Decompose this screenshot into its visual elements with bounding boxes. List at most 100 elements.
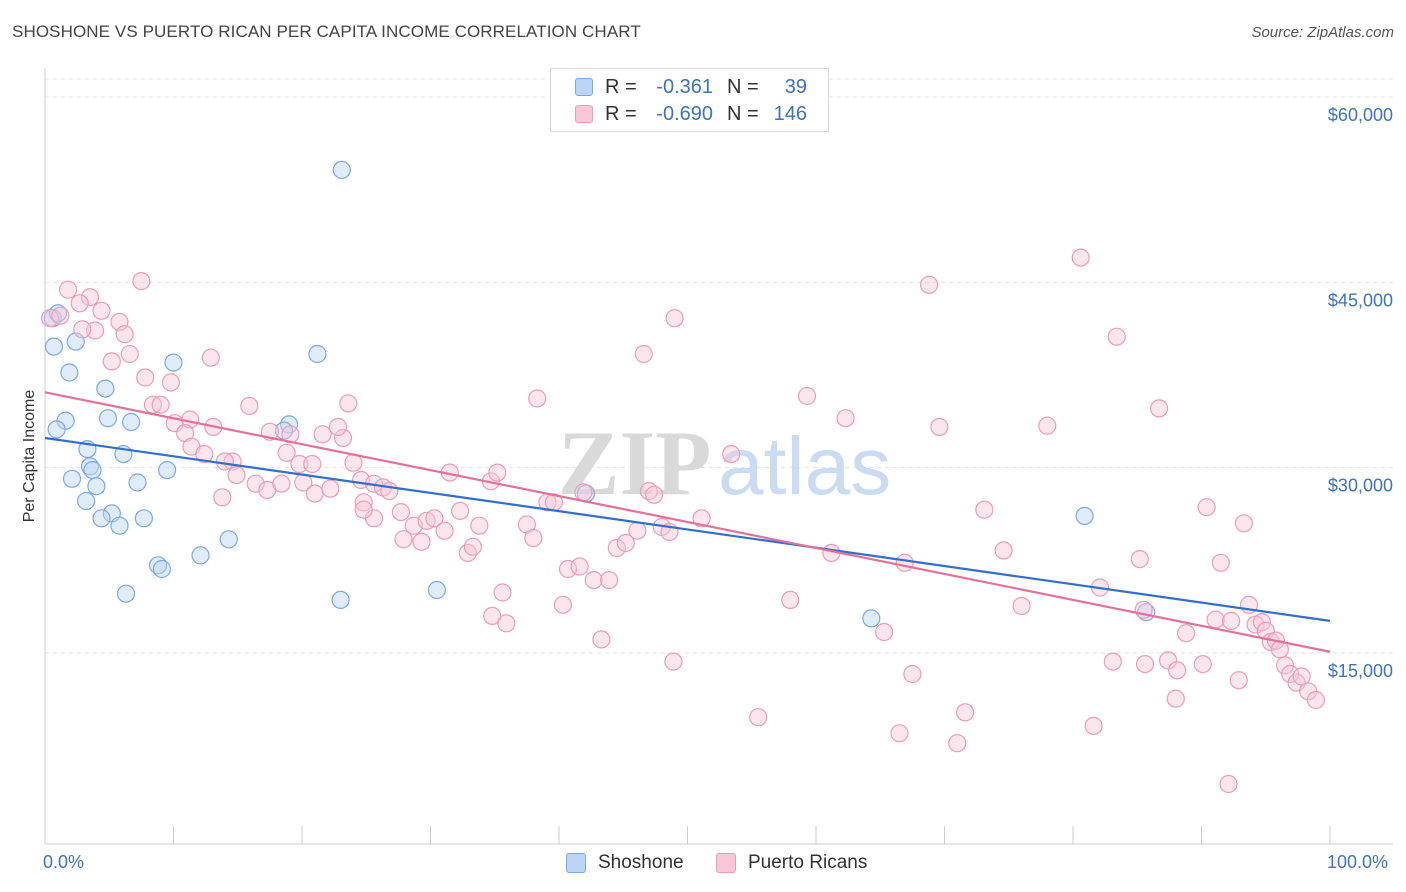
shoshone-point: [60, 363, 79, 382]
legend-item-puerto-ricans: Puerto Ricans: [716, 852, 867, 874]
correlation-legend: R = -0.361 N = 39 R = -0.690 N = 146: [550, 68, 829, 132]
puerto-rican-point: [412, 532, 431, 551]
puerto-rican-point: [1167, 661, 1187, 680]
shoshone-swatch: [575, 78, 593, 96]
shoshone-point: [96, 379, 115, 398]
puerto-rican-point: [73, 320, 92, 339]
puerto-rican-point: [1149, 399, 1169, 418]
puerto-rican-point: [994, 541, 1013, 560]
shoshone-point: [87, 477, 106, 496]
puerto-rican-point: [1135, 654, 1155, 674]
y-axis-label: Per Capita Income: [21, 389, 38, 523]
y-tick-label: $45,000: [1328, 290, 1393, 310]
puerto-rican-point: [1176, 624, 1196, 643]
n-label: N =: [727, 102, 759, 125]
puerto-rican-point: [92, 301, 111, 320]
chart-title: SHOSHONE VS PUERTO RICAN PER CAPITA INCO…: [12, 22, 641, 41]
puerto-rican-point: [58, 280, 78, 299]
puerto-rican-point: [664, 652, 683, 671]
grid-lines: [45, 78, 1393, 654]
puerto-rican-point: [584, 570, 603, 590]
puerto-rican-point: [425, 509, 444, 528]
legend-item-shoshone: Shoshone: [566, 852, 684, 874]
puerto-rican-point: [955, 703, 975, 722]
shoshone-point: [219, 530, 238, 549]
puerto-rican-point: [634, 344, 653, 364]
x-tick-label-max: 100.0%: [1327, 852, 1389, 872]
puerto-rican-point: [463, 537, 482, 556]
puerto-rican-point: [628, 521, 647, 540]
puerto-rican-point: [592, 630, 611, 649]
puerto-rican-point: [1107, 327, 1126, 346]
puerto-rican-point: [1234, 514, 1254, 533]
puerto-rican-point: [558, 559, 578, 579]
watermark-zip: ZIP: [558, 412, 711, 514]
puerto-rican-point: [290, 454, 309, 474]
puerto-rican-point: [574, 483, 593, 502]
watermark: ZIP atlas: [558, 412, 891, 514]
puerto-rican-point: [524, 528, 543, 548]
shoshone-point: [116, 584, 136, 603]
y-tick-labels: $15,000 $30,000 $45,000 $60,000: [1328, 105, 1393, 681]
shoshone-point: [62, 469, 82, 488]
puerto-rican-point: [644, 485, 664, 504]
puerto-rican-point: [665, 309, 684, 328]
puerto-rican-point: [497, 614, 516, 633]
puerto-rican-point: [616, 533, 635, 553]
puerto-rican-point: [1221, 611, 1241, 631]
puerto-rican-point: [470, 516, 489, 535]
puerto-rican-point: [975, 500, 994, 519]
puerto-rican-point: [51, 306, 70, 325]
r-label: R =: [605, 75, 637, 98]
puerto-rican-point: [930, 417, 949, 436]
puerto-rican-point: [136, 368, 155, 387]
puerto-rican-point: [151, 395, 170, 414]
axes: [44, 68, 1393, 845]
shoshone-point: [134, 509, 153, 528]
shoshone-point: [331, 590, 350, 610]
shoshone-point: [76, 491, 96, 511]
puerto-rican-point: [115, 325, 134, 344]
puerto-rican-point: [749, 708, 768, 727]
shoshone-point: [191, 546, 210, 565]
puerto-ricans-swatch: [716, 853, 736, 873]
puerto-rican-point: [328, 417, 348, 436]
puerto-rican-point: [1103, 652, 1122, 671]
puerto-rican-point: [227, 466, 246, 485]
puerto-rican-point: [277, 443, 296, 462]
shoshone-point: [128, 473, 147, 492]
puerto-rican-point: [321, 479, 340, 498]
puerto-rican-point: [1229, 671, 1248, 690]
n-value: 146: [773, 102, 807, 125]
puerto-rican-point: [781, 590, 800, 610]
shoshone-point: [164, 353, 183, 372]
legend-label-shoshone: Shoshone: [598, 852, 684, 873]
puerto-rican-point: [1197, 498, 1216, 517]
puerto-rican-point: [890, 724, 909, 743]
shoshone-trend-line: [44, 436, 1331, 622]
puerto-rican-point: [1306, 690, 1326, 710]
puerto-rican-point: [435, 521, 454, 540]
puerto-rican-point: [874, 622, 894, 642]
shoshone-point: [92, 509, 111, 528]
puerto-rican-point: [120, 344, 139, 364]
puerto-rican-point: [1084, 716, 1103, 736]
shoshone-point: [110, 516, 129, 535]
puerto-rican-point: [1275, 656, 1295, 675]
puerto-rican-point: [305, 484, 324, 503]
puerto-rican-point: [195, 445, 214, 464]
puerto-rican-point: [570, 557, 589, 576]
y-tick-label: $30,000: [1328, 476, 1393, 496]
puerto-ricans-swatch: [575, 105, 593, 123]
puerto-rican-point: [948, 734, 967, 753]
shoshone-point: [122, 412, 141, 432]
puerto-rican-point: [394, 530, 413, 549]
x-tick-label-min: 0.0%: [43, 852, 85, 872]
r-label: R =: [605, 102, 637, 125]
puerto-rican-point: [313, 425, 332, 444]
puerto-rican-point: [354, 500, 373, 519]
legend-row-puerto-ricans: R = -0.690 N = 146: [575, 102, 807, 126]
shoshone-point: [83, 461, 102, 480]
shoshone-points: [43, 160, 1156, 628]
puerto-rican-point: [215, 452, 234, 471]
